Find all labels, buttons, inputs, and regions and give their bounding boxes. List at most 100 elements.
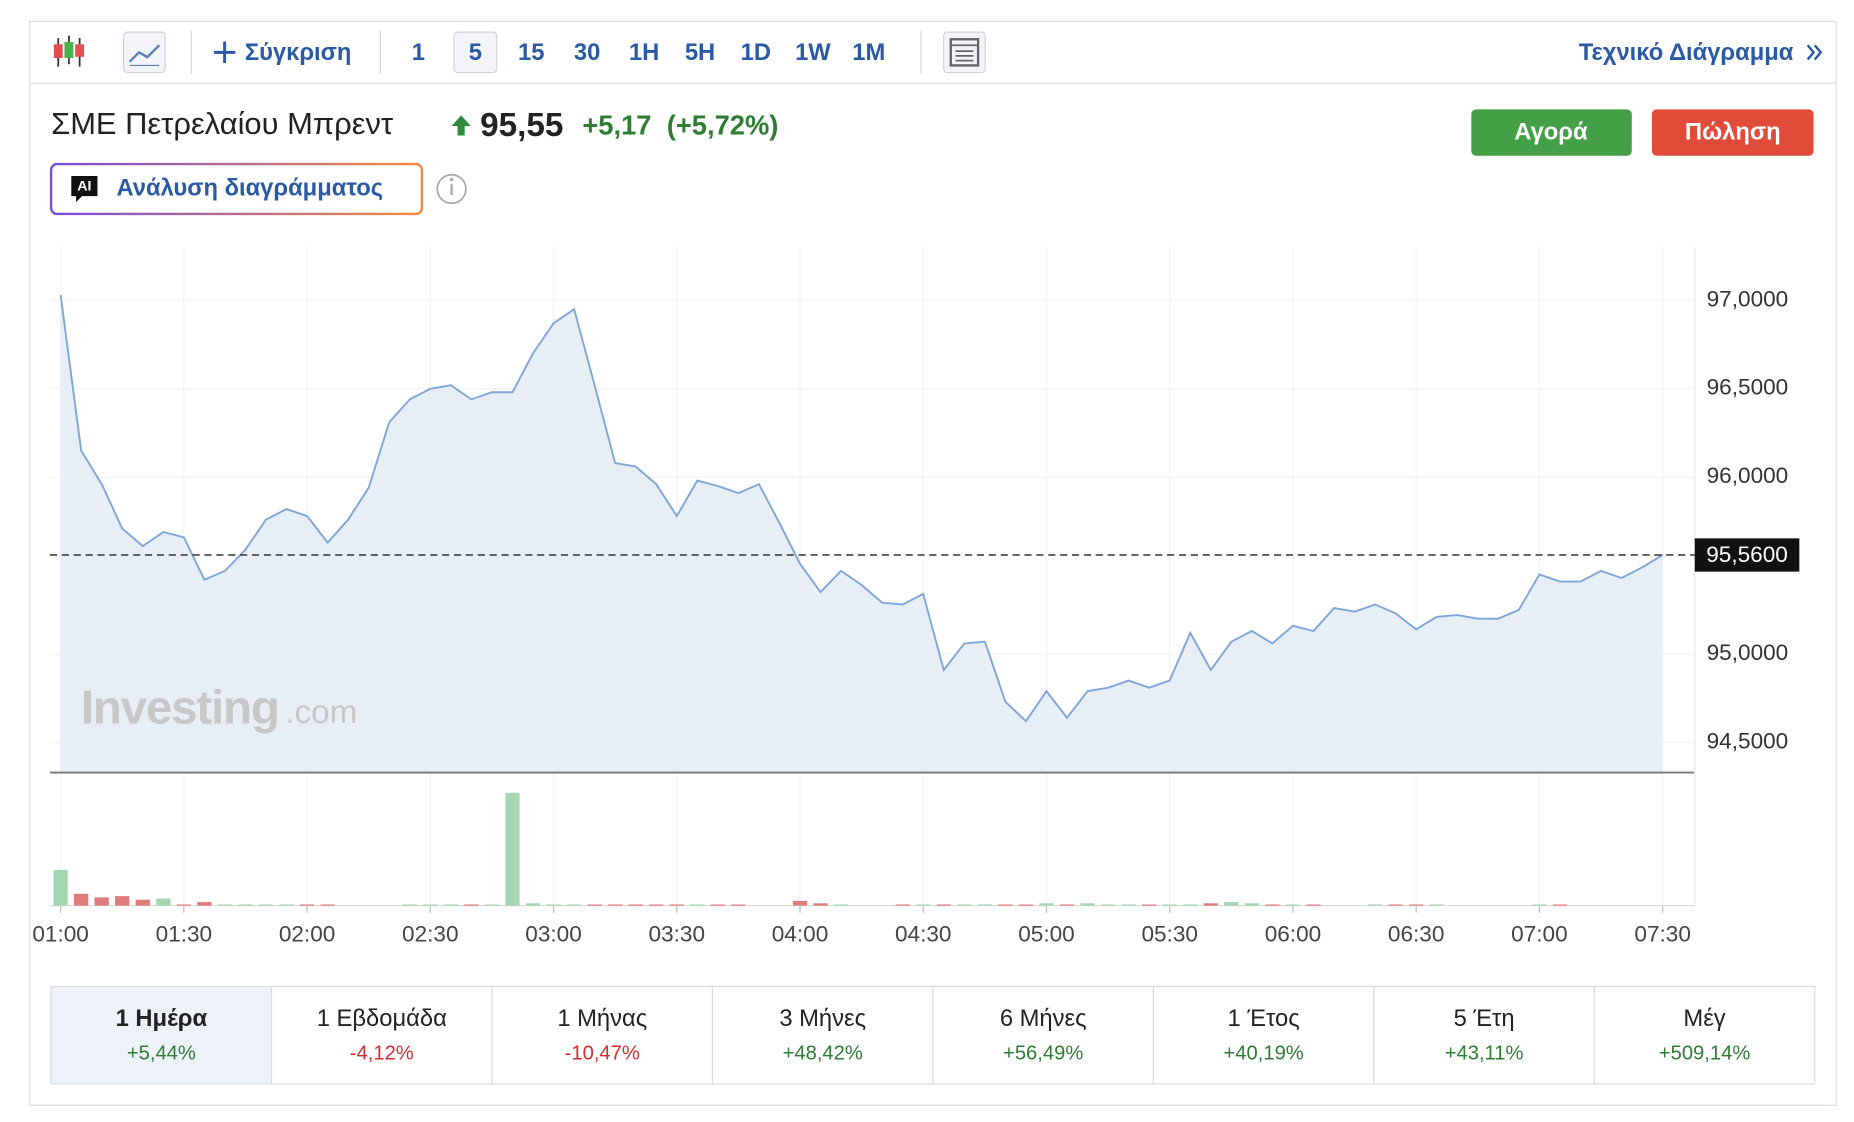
plus-icon: [213, 41, 236, 64]
x-tick-label: 03:00: [525, 921, 582, 946]
interval-option[interactable]: 30: [574, 39, 600, 66]
period-cell[interactable]: [1373, 985, 1595, 1085]
period-change: +48,42%: [783, 1043, 863, 1065]
interval-option[interactable]: 1H: [629, 39, 659, 66]
interval-option[interactable]: 15: [518, 39, 544, 66]
volume-bar: [1306, 904, 1321, 906]
volume-bar: [649, 904, 664, 906]
volume-bar: [566, 904, 582, 906]
period-change: +5,44%: [127, 1043, 196, 1065]
volume-bar: [1285, 904, 1301, 906]
period-cell[interactable]: [1152, 985, 1375, 1085]
buy-label[interactable]: Αγορά: [1514, 118, 1588, 145]
current-price-box: [1694, 538, 1800, 572]
period-change: -4,12%: [350, 1043, 414, 1065]
volume-bar: [587, 904, 602, 906]
period-cell[interactable]: [491, 985, 714, 1085]
period-label[interactable]: 1 Μήνας: [557, 1005, 647, 1032]
period-cell[interactable]: [932, 985, 1154, 1085]
period-label[interactable]: 1 Εβδομάδα: [317, 1005, 447, 1032]
volume-bar: [464, 904, 479, 906]
volume-bar: [53, 870, 68, 906]
watermark: Investing: [81, 681, 279, 734]
volume-bar: [1532, 904, 1547, 906]
volume-bar: [1121, 904, 1136, 906]
chevron-icon: [1806, 44, 1823, 61]
interval-option[interactable]: 1D: [741, 39, 771, 66]
interval-option[interactable]: 5: [469, 39, 482, 66]
compare-label[interactable]: Σύγκριση: [245, 39, 352, 66]
x-tick-label: 01:00: [32, 921, 89, 946]
period-table: 1 Ημέρα +5,44% 1 Εβδομάδα -4,12% 1 Μήνας -10,…: [50, 985, 1816, 1085]
volume-bar: [299, 904, 315, 906]
volume-bar: [998, 904, 1013, 906]
x-tick-label: 01:30: [156, 921, 213, 946]
volume-bar: [1059, 904, 1075, 906]
volume-bar: [731, 904, 746, 906]
y-tick-label: 94,5000: [1707, 728, 1789, 753]
x-tick-label: 02:00: [279, 921, 336, 946]
sell-label[interactable]: Πώληση: [1685, 118, 1781, 145]
period-cell[interactable]: [50, 985, 273, 1085]
period-label[interactable]: Μέγ: [1683, 1005, 1725, 1032]
candle-icon[interactable]: [53, 35, 85, 67]
y-tick-label: 96,0000: [1707, 463, 1789, 488]
interval-option[interactable]: 1W: [795, 39, 831, 66]
ai-badge-shape: [71, 175, 98, 203]
volume-bar: [1162, 904, 1177, 906]
volume-bar: [1429, 904, 1444, 906]
period-label[interactable]: 3 Μήνες: [779, 1005, 866, 1032]
period-label[interactable]: 5 Έτη: [1454, 1005, 1515, 1032]
volume-bar: [135, 899, 150, 906]
period-change: +509,14%: [1659, 1043, 1751, 1065]
volume-bar: [628, 904, 643, 906]
x-tick-label: 05:00: [1018, 921, 1075, 946]
period-label[interactable]: 1 Ημέρα: [116, 1005, 208, 1032]
up-arrow: [451, 115, 471, 136]
volume-bar: [74, 893, 89, 906]
volume-bar: [957, 904, 972, 906]
layout-icon[interactable]: [943, 31, 986, 74]
volume-bar: [1203, 903, 1218, 906]
period-label[interactable]: 1 Έτος: [1228, 1005, 1300, 1032]
period-cell[interactable]: [1593, 985, 1816, 1085]
volume-bar: [115, 896, 130, 906]
info-icon[interactable]: [436, 173, 467, 205]
buy-button[interactable]: Αγορά: [1471, 109, 1632, 156]
volume-bar: [1039, 903, 1054, 906]
volume-bar: [402, 904, 417, 906]
x-tick-label: 04:00: [772, 921, 829, 946]
interval-option[interactable]: 1: [412, 39, 425, 66]
volume-bar: [217, 904, 233, 906]
volume-bar: [423, 904, 438, 906]
volume-bar: [197, 902, 212, 906]
volume-bar: [669, 904, 684, 906]
interval-active-box: [453, 31, 498, 74]
ai-button[interactable]: AI Ανάλυση διαγράμματος: [49, 162, 424, 216]
watermark-suffix: .com: [285, 694, 357, 731]
area-icon[interactable]: [123, 31, 166, 74]
volume-bar: [1552, 904, 1568, 906]
interval-option[interactable]: 5H: [685, 39, 715, 66]
x-tick-label: 07:00: [1511, 921, 1568, 946]
volume-bar: [977, 904, 992, 906]
volume-bar: [525, 903, 541, 906]
period-label[interactable]: 6 Μήνες: [1000, 1005, 1087, 1032]
volume-bar: [258, 904, 274, 906]
volume-bar: [546, 904, 561, 906]
volume-bar: [94, 897, 109, 906]
period-change: +40,19%: [1223, 1043, 1303, 1065]
period-cell[interactable]: [270, 985, 493, 1085]
ai-label[interactable]: Ανάλυση διαγράμματος: [116, 174, 383, 201]
interval-option[interactable]: 1M: [852, 39, 885, 66]
period-cell[interactable]: [711, 985, 934, 1085]
compare-button[interactable]: Σύγκριση: [213, 39, 352, 66]
interval-group: 1 5 15 30 1H 5H 1D 1W 1M: [412, 31, 885, 74]
technical-link[interactable]: Τεχνικό Διάγραμμα: [1579, 39, 1794, 66]
volume-bar: [792, 900, 808, 906]
sell-button[interactable]: Πώληση: [1651, 109, 1814, 156]
volume-bar: [936, 904, 951, 906]
y-tick-label: 96,5000: [1707, 375, 1789, 400]
x-tick-label: 06:30: [1388, 921, 1445, 946]
